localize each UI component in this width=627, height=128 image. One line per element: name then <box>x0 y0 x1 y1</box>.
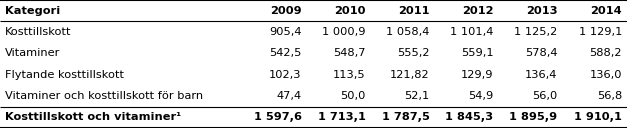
Text: 56,0: 56,0 <box>532 91 557 101</box>
Text: Kosttillskott och vitaminer¹: Kosttillskott och vitaminer¹ <box>5 112 181 122</box>
Text: 905,4: 905,4 <box>269 27 302 37</box>
Text: 1 000,9: 1 000,9 <box>322 27 366 37</box>
Text: 2012: 2012 <box>462 6 493 16</box>
Text: 1 125,2: 1 125,2 <box>514 27 557 37</box>
Text: 56,8: 56,8 <box>597 91 622 101</box>
Text: 2009: 2009 <box>270 6 302 16</box>
Text: 555,2: 555,2 <box>397 48 429 58</box>
Text: 1 058,4: 1 058,4 <box>386 27 429 37</box>
Text: 542,5: 542,5 <box>269 48 302 58</box>
Text: Flytande kosttillskott: Flytande kosttillskott <box>5 70 124 80</box>
Text: 1 129,1: 1 129,1 <box>579 27 622 37</box>
Text: 1 787,5: 1 787,5 <box>382 112 429 122</box>
Text: 588,2: 588,2 <box>589 48 622 58</box>
Text: Kosttillskott: Kosttillskott <box>5 27 71 37</box>
Text: 129,9: 129,9 <box>461 70 493 80</box>
Text: 2011: 2011 <box>398 6 429 16</box>
Text: 1 895,9: 1 895,9 <box>509 112 557 122</box>
Text: 136,0: 136,0 <box>589 70 622 80</box>
Text: 1 597,6: 1 597,6 <box>253 112 302 122</box>
Text: Vitaminer: Vitaminer <box>5 48 60 58</box>
Text: 1 845,3: 1 845,3 <box>445 112 493 122</box>
Text: 2014: 2014 <box>591 6 622 16</box>
Text: 136,4: 136,4 <box>525 70 557 80</box>
Text: 1 101,4: 1 101,4 <box>450 27 493 37</box>
Text: 54,9: 54,9 <box>468 91 493 101</box>
Text: 548,7: 548,7 <box>333 48 366 58</box>
Text: 578,4: 578,4 <box>525 48 557 58</box>
Text: 1 713,1: 1 713,1 <box>318 112 366 122</box>
Text: 47,4: 47,4 <box>277 91 302 101</box>
Text: Kategori: Kategori <box>5 6 60 16</box>
Text: 1 910,1: 1 910,1 <box>574 112 622 122</box>
Text: 52,1: 52,1 <box>404 91 429 101</box>
Text: 2010: 2010 <box>334 6 366 16</box>
Text: 50,0: 50,0 <box>340 91 366 101</box>
Text: 2013: 2013 <box>526 6 557 16</box>
Text: 121,82: 121,82 <box>390 70 429 80</box>
Text: 113,5: 113,5 <box>333 70 366 80</box>
Text: Vitaminer och kosttillskott för barn: Vitaminer och kosttillskott för barn <box>5 91 203 101</box>
Text: 559,1: 559,1 <box>461 48 493 58</box>
Text: 102,3: 102,3 <box>269 70 302 80</box>
